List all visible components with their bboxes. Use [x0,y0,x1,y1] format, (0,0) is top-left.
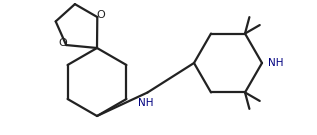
Text: NH: NH [268,58,283,68]
Text: O: O [59,38,68,48]
Text: NH: NH [138,97,153,107]
Text: O: O [96,10,105,20]
